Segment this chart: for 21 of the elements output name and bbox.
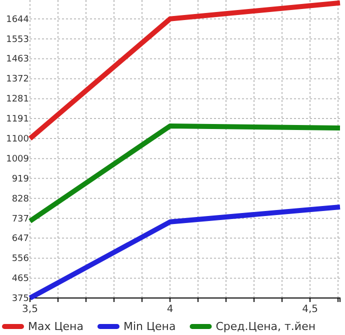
y-tick-label: 375	[12, 294, 29, 304]
y-tick-label: 1553	[6, 34, 29, 45]
y-tick-label: 1644	[6, 14, 30, 25]
y-tick-label: 1191	[6, 114, 29, 124]
y-tick-label: 1009	[6, 154, 30, 164]
y-tick-label: 465	[12, 274, 29, 284]
legend-label: Сред.Цена, т.йен	[216, 320, 316, 333]
y-tick-label: 1100	[6, 134, 30, 144]
y-tick-label: 1463	[6, 54, 29, 65]
y-tick-label: 1372	[6, 74, 29, 85]
y-tick-label: 556	[12, 254, 30, 264]
legend-label: Max Цена	[28, 320, 84, 333]
y-tick-label: 828	[12, 194, 30, 204]
y-tick-label: 647	[12, 234, 29, 244]
x-tick-label: 4	[166, 304, 174, 316]
x-tick-label: 3,5	[22, 304, 38, 316]
y-tick-label: 737	[12, 214, 29, 224]
x-tick-label: 4,5	[302, 304, 318, 316]
y-tick-label: 1281	[6, 94, 29, 105]
y-tick-label: 919	[12, 174, 30, 184]
legend-label: Min Цена	[123, 320, 176, 333]
